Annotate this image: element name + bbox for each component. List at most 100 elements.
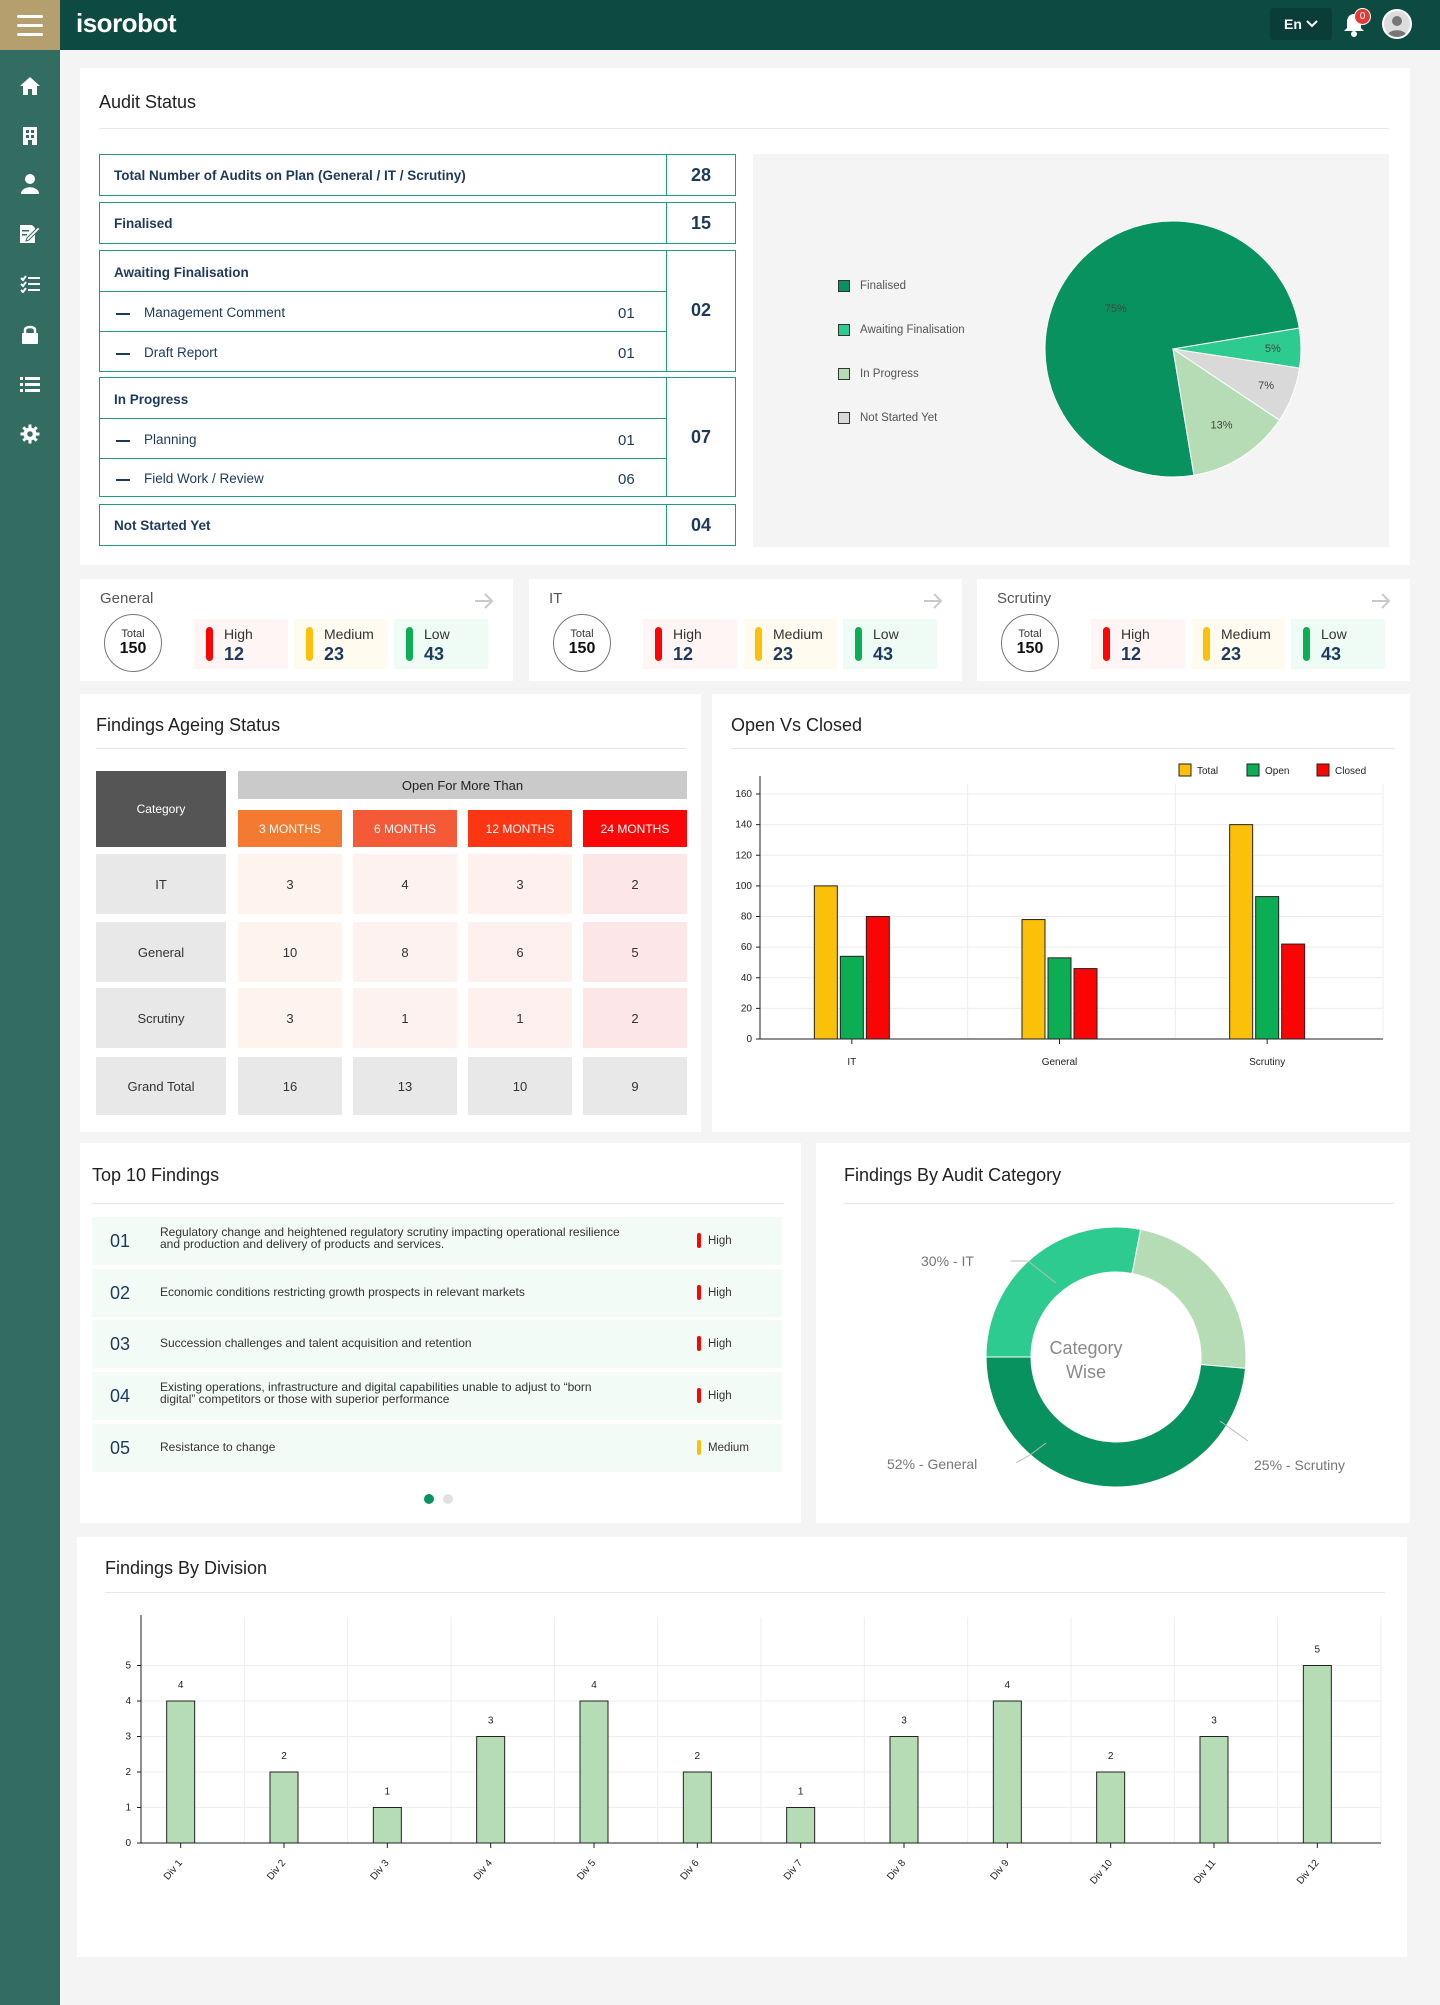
ageing-cell[interactable]: 6 xyxy=(468,922,572,982)
finding-number: 01 xyxy=(110,1231,131,1251)
summary-total: Total 150 xyxy=(104,614,162,672)
bar-it-closed[interactable] xyxy=(865,916,890,1040)
top-bar: isorobot En 0 xyxy=(0,0,1440,50)
ageing-cell[interactable]: 1 xyxy=(468,988,572,1048)
finding-row[interactable]: 03 Succession challenges and talent acqui… xyxy=(92,1320,782,1368)
legend-not-started[interactable]: Not Started Yet xyxy=(838,412,937,424)
severity-label: Medium xyxy=(773,626,823,642)
bar-scrutiny-total[interactable] xyxy=(1229,824,1254,1040)
legend-awaiting-finalisation[interactable]: Awaiting Finalisation xyxy=(838,324,965,336)
division-bar-value: 2 xyxy=(281,1751,287,1762)
summary-card-general[interactable]: General Total 150 High 12 Medium 23 Low 43 xyxy=(80,579,513,681)
bar-general-closed[interactable] xyxy=(1073,968,1098,1040)
division-bar[interactable] xyxy=(579,1700,609,1844)
carousel-dot-2[interactable] xyxy=(443,1494,453,1504)
finding-row[interactable]: 01 Regulatory change and heightened regul… xyxy=(92,1217,782,1265)
ageing-cell[interactable]: 8 xyxy=(353,922,457,982)
language-select[interactable]: En xyxy=(1270,8,1332,40)
severity-label: High xyxy=(1121,626,1150,642)
x-tick-label: Div 1 xyxy=(162,1858,185,1883)
ageing-cell[interactable]: 3 xyxy=(468,854,572,914)
ageing-cell[interactable]: 1 xyxy=(353,988,457,1048)
edit-document-icon[interactable] xyxy=(16,220,44,248)
list-icon[interactable] xyxy=(16,370,44,398)
carousel-dot-1[interactable] xyxy=(424,1494,434,1504)
arrow-right-icon[interactable] xyxy=(474,593,494,609)
menu-icon[interactable] xyxy=(0,0,60,50)
division-bar[interactable] xyxy=(786,1807,816,1844)
chevron-down-icon xyxy=(1306,20,1318,28)
ageing-cell[interactable]: 3 xyxy=(238,988,342,1048)
ageing-cell[interactable]: 10 xyxy=(468,1057,572,1115)
division-bar[interactable] xyxy=(889,1736,919,1844)
finding-row[interactable]: 02 Economic conditions restricting growth… xyxy=(92,1269,782,1317)
summary-card-scrutiny[interactable]: Scrutiny Total 150 High 12 Medium 23 Low 43 xyxy=(977,579,1410,681)
legend-swatch-open[interactable] xyxy=(1246,763,1260,777)
division-bar[interactable] xyxy=(682,1771,712,1844)
severity-bar xyxy=(206,627,213,661)
y-tick-label: 3 xyxy=(125,1732,131,1743)
ageing-cell[interactable]: 16 xyxy=(238,1057,342,1115)
pie-slice-in-progress[interactable] xyxy=(1172,347,1281,476)
bar-it-total[interactable] xyxy=(813,885,838,1040)
division-bar[interactable] xyxy=(1302,1665,1332,1844)
legend-swatch-closed[interactable] xyxy=(1316,763,1330,777)
finding-row[interactable]: 05 Resistance to change Medium xyxy=(92,1424,782,1472)
audit-status-pie: 75% 5% 7% 13% xyxy=(1044,220,1302,478)
bar-general-open[interactable] xyxy=(1047,957,1072,1040)
ageing-cell[interactable]: 5 xyxy=(583,922,687,982)
ageing-cell[interactable]: 9 xyxy=(583,1057,687,1115)
home-icon[interactable] xyxy=(16,72,44,100)
severity-label: High xyxy=(673,626,702,642)
legend-swatch-total[interactable] xyxy=(1178,763,1192,777)
ageing-cell[interactable]: 3 xyxy=(238,854,342,914)
severity-bar xyxy=(755,627,762,661)
user-icon[interactable] xyxy=(16,170,44,198)
division-bar[interactable] xyxy=(1199,1736,1229,1844)
severity-count: 23 xyxy=(324,644,345,664)
division-bar[interactable] xyxy=(372,1807,402,1844)
ageing-cell[interactable]: 2 xyxy=(583,854,687,914)
summary-card-it[interactable]: IT Total 150 High 12 Medium 23 Low 43 xyxy=(529,579,962,681)
ageing-cell[interactable]: 2 xyxy=(583,988,687,1048)
division-bar[interactable] xyxy=(269,1771,299,1844)
ageing-cell[interactable]: 13 xyxy=(353,1057,457,1115)
ageing-group-header: Open For More Than xyxy=(238,771,687,799)
arrow-right-icon[interactable] xyxy=(1371,593,1391,609)
donut-slice-it[interactable] xyxy=(985,1226,1142,1358)
bar-scrutiny-open[interactable] xyxy=(1255,896,1280,1040)
bar-scrutiny-closed[interactable] xyxy=(1281,943,1306,1040)
finding-row[interactable]: 04 Existing operations, infrastructure an… xyxy=(92,1372,782,1420)
division-bar[interactable] xyxy=(476,1736,506,1844)
x-tick-label: Div 8 xyxy=(885,1858,908,1883)
building-icon[interactable] xyxy=(16,122,44,150)
donut-slice-general[interactable] xyxy=(985,1356,1247,1488)
brand-logo[interactable]: isorobot xyxy=(76,8,177,38)
pie-slice-finalised[interactable] xyxy=(1044,220,1300,478)
not-started-value: 04 xyxy=(690,515,712,535)
x-tick-label: Div 2 xyxy=(265,1858,288,1883)
checklist-icon[interactable] xyxy=(16,270,44,298)
ageing-cell[interactable]: 4 xyxy=(353,854,457,914)
planning-value: 01 xyxy=(618,432,635,449)
gear-icon[interactable] xyxy=(16,420,44,448)
finding-text: Succession challenges and talent acquisi… xyxy=(160,1336,472,1350)
legend-finalised[interactable]: Finalised xyxy=(838,280,906,292)
division-bar[interactable] xyxy=(992,1700,1022,1844)
bar-general-total[interactable] xyxy=(1021,919,1046,1040)
legend-in-progress[interactable]: In Progress xyxy=(838,368,919,380)
division-bar[interactable] xyxy=(1096,1771,1126,1844)
severity-low: Low 43 xyxy=(843,619,937,669)
avatar[interactable] xyxy=(1382,9,1412,39)
division-bar[interactable] xyxy=(166,1700,196,1844)
severity-medium: Medium 23 xyxy=(743,619,837,669)
y-tick-label: 0 xyxy=(125,1838,131,1849)
leader-line xyxy=(1219,1420,1249,1442)
division-bar-value: 1 xyxy=(798,1787,804,1798)
lock-icon[interactable] xyxy=(16,320,44,348)
arrow-right-icon[interactable] xyxy=(923,593,943,609)
x-tick-label: Div 12 xyxy=(1295,1858,1322,1887)
bar-it-open[interactable] xyxy=(839,955,864,1040)
ageing-cell[interactable]: 10 xyxy=(238,922,342,982)
